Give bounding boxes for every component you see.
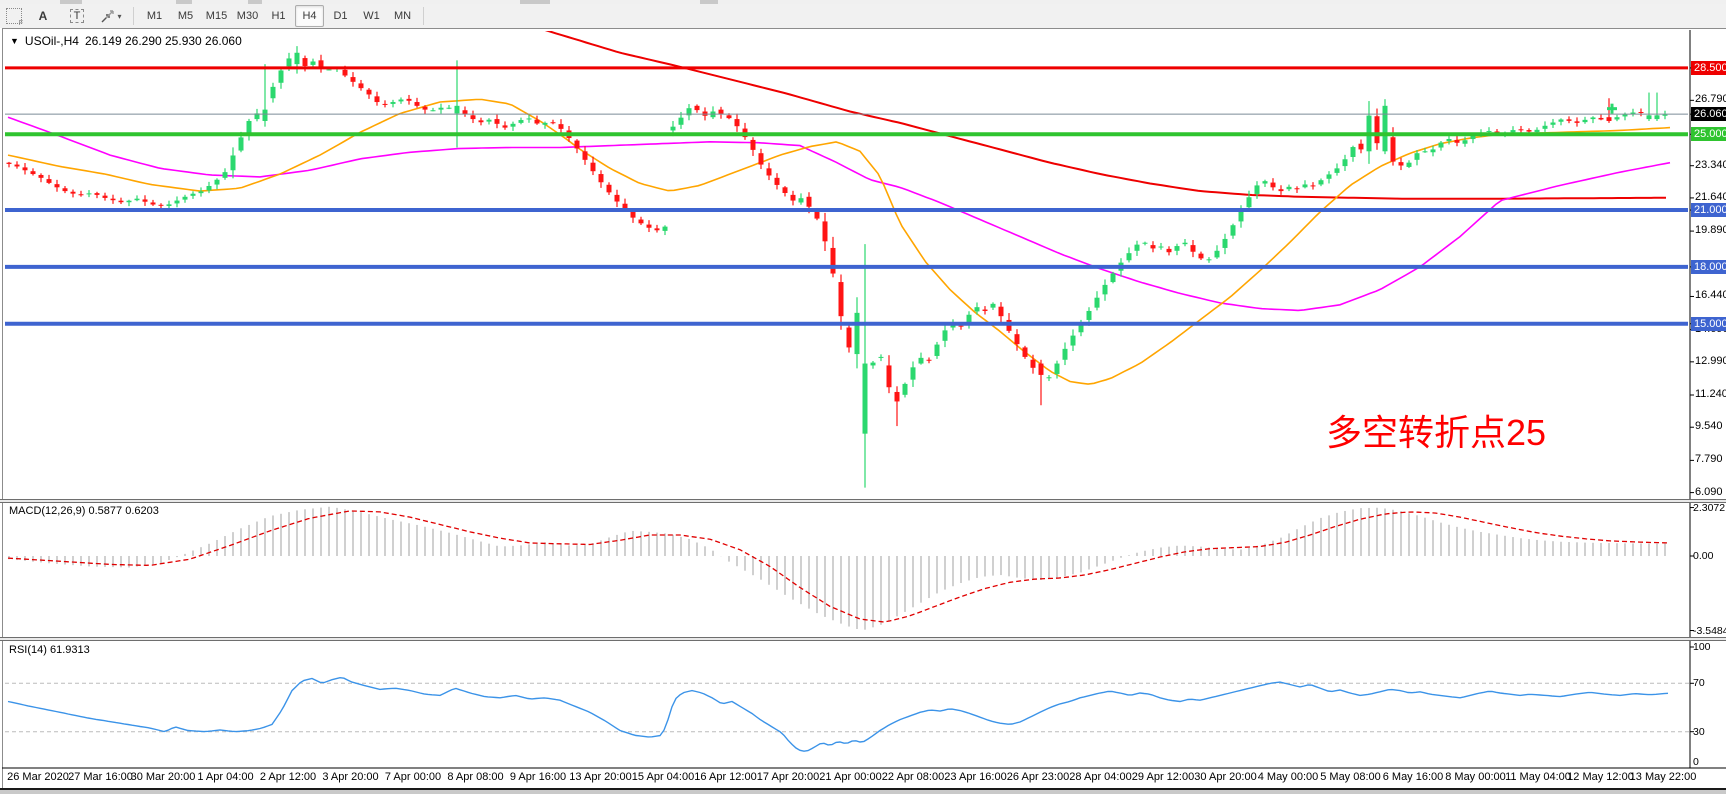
time-axis-label: 27 Mar 16:00: [68, 771, 133, 783]
price-level-badge: 15.000: [1691, 316, 1726, 331]
price-axis-label: 7.790: [1695, 453, 1723, 466]
ohlc-values: 26.149 26.290 25.930 26.060: [84, 34, 242, 48]
time-axis-label: 4 May 00:00: [1257, 771, 1319, 783]
time-axis-label: 22 Apr 08:00: [881, 771, 945, 783]
buy-marker-icon[interactable]: [1607, 103, 1617, 114]
time-axis-label: 2 Apr 12:00: [259, 771, 317, 783]
price-axis-label: 23.340: [1695, 158, 1726, 171]
grid-dots-icon[interactable]: [6, 8, 23, 27]
rsiaxis-label: 100: [1693, 641, 1711, 653]
time-axis-label: 8 May 00:00: [1445, 771, 1506, 783]
rsi-indicator-label: RSI(14) 61.9313: [9, 644, 90, 656]
clipped-button-fragment: [248, 0, 262, 4]
clipped-button-fragment: [520, 0, 550, 4]
time-axis-label: 7 Apr 00:00: [384, 771, 442, 783]
time-axis-label: 30 Mar 20:00: [130, 771, 196, 783]
toolbar: A T ▾ M1 M5 M15 M30 H1 H4 D1 W1 MN: [0, 4, 1726, 28]
macdaxis-label: 0.00: [1693, 550, 1714, 562]
time-axis-label: 11 May 04:00: [1505, 771, 1571, 783]
arrows-objects-button[interactable]: ▾: [95, 5, 127, 27]
time-axis-label: 12 May 12:00: [1567, 771, 1634, 783]
price-axis-label: 16.440: [1695, 289, 1726, 302]
timeframe-button-MN[interactable]: MN: [393, 10, 412, 22]
price-level-badge: 21.000: [1691, 203, 1726, 218]
macdaxis-label: -3.5484: [1693, 624, 1726, 637]
time-axis-label: 5 May 08:00: [1320, 771, 1381, 783]
panel-splitter-macd[interactable]: [0, 499, 1726, 503]
rsi-line: [7, 676, 1669, 752]
ma-magenta-line: [7, 116, 1671, 312]
time-axis-label: 21 Apr 00:00: [819, 771, 882, 783]
time-axis-label: 26 Apr 23:00: [1006, 771, 1070, 783]
collapse-indicator-icon[interactable]: ▼: [10, 36, 19, 46]
arrows-objects-icon: [101, 9, 115, 22]
price-axis-label: 21.640: [1695, 190, 1726, 203]
drawing-tools-group: A T ▾: [0, 4, 139, 28]
price-axis-label: 26.790: [1695, 93, 1726, 106]
time-axis-label: 8 Apr 08:00: [447, 771, 504, 783]
price-level-badge: 26.060: [1691, 107, 1726, 122]
moving-averages: [7, 31, 1671, 385]
chart-title: ▼ USOil-,H4 26.149 26.290 25.930 26.060: [10, 34, 242, 48]
time-axis-label: 15 Apr 04:00: [631, 771, 695, 783]
rsiaxis-label: 70: [1693, 677, 1705, 690]
timeframe-button-H1[interactable]: H1: [271, 10, 286, 22]
toolbar-separator: [133, 7, 134, 25]
price-level-badge: 25.000: [1691, 127, 1726, 142]
time-axis-label: 3 Apr 20:00: [322, 771, 379, 783]
price-level-badge: 18.000: [1691, 259, 1726, 274]
clipped-button-fragment: [176, 0, 192, 4]
timeframe-button-M1[interactable]: M1: [146, 10, 163, 22]
symbol-period-label: USOil-,H4: [24, 34, 79, 48]
timeframe-button-M15[interactable]: M15: [205, 10, 228, 22]
time-axis-label: 1 Apr 04:00: [197, 771, 254, 783]
text-label-button[interactable]: A: [38, 9, 48, 23]
timeframe-button-H4[interactable]: H4: [295, 5, 324, 27]
time-axis-label: 6 May 16:00: [1382, 771, 1444, 783]
ma-orange-line: [7, 98, 1671, 385]
text-box-button[interactable]: T: [61, 5, 93, 27]
timeframe-group: M1 M5 M15 M30 H1 H4 D1 W1 MN: [139, 4, 418, 28]
rsiaxis-label: 0: [1693, 756, 1699, 768]
time-axis-label: 9 Apr 16:00: [509, 771, 567, 783]
price-axis-label: 19.890: [1695, 224, 1726, 237]
rsi-panel[interactable]: [5, 676, 1690, 752]
price-level-badge: 28.500: [1691, 60, 1726, 75]
macd-panel[interactable]: [7, 506, 1671, 630]
time-axis-label: 17 Apr 20:00: [756, 771, 820, 783]
chart-text-annotation[interactable]: 多空转折点25: [1326, 412, 1547, 453]
time-axis-label: 28 Apr 04:00: [1069, 771, 1132, 783]
timeframe-button-W1[interactable]: W1: [363, 10, 380, 22]
ma-red-line: [544, 31, 1666, 200]
time-axis-label: 13 Apr 20:00: [569, 771, 632, 783]
toolbar-separator: [423, 7, 424, 25]
price-axis-label: 11.240: [1695, 388, 1726, 400]
price-axis-label: 6.090: [1695, 485, 1723, 498]
macd-signal-line: [7, 510, 1671, 623]
clipped-button-fragment: [700, 0, 718, 4]
timeframe-button-D1[interactable]: D1: [333, 10, 348, 22]
clipped-button-fragment: [60, 0, 82, 4]
timeframe-button-M5[interactable]: M5: [177, 10, 194, 22]
time-axis-label: 26 Mar 2020: [7, 771, 69, 783]
window-bottom-edge: [0, 788, 1726, 794]
rsiaxis-label: 30: [1693, 725, 1705, 738]
time-axis-label: 23 Apr 16:00: [944, 771, 1007, 783]
time-axis-label: 30 Apr 20:00: [1194, 771, 1257, 783]
macdaxis-label: 2.3072: [1693, 501, 1726, 514]
time-axis-label: 16 Apr 12:00: [694, 771, 757, 783]
price-axis-label: 12.990: [1695, 354, 1726, 367]
timeframe-button-M30[interactable]: M30: [236, 10, 259, 22]
horizontal-level-lines[interactable]: [5, 66, 1688, 326]
time-axis-label: 29 Apr 12:00: [1131, 771, 1195, 783]
clipped-toolbar-row: [0, 0, 1726, 4]
panel-splitter-rsi[interactable]: [0, 637, 1726, 641]
macd-indicator-label: MACD(12,26,9) 0.5877 0.6203: [9, 505, 159, 517]
time-axis-label: 13 May 22:00: [1629, 771, 1697, 783]
axis-lines: [2, 30, 1726, 769]
price-axis-label: 9.540: [1695, 420, 1723, 433]
chevron-down-icon: ▾: [117, 11, 122, 21]
